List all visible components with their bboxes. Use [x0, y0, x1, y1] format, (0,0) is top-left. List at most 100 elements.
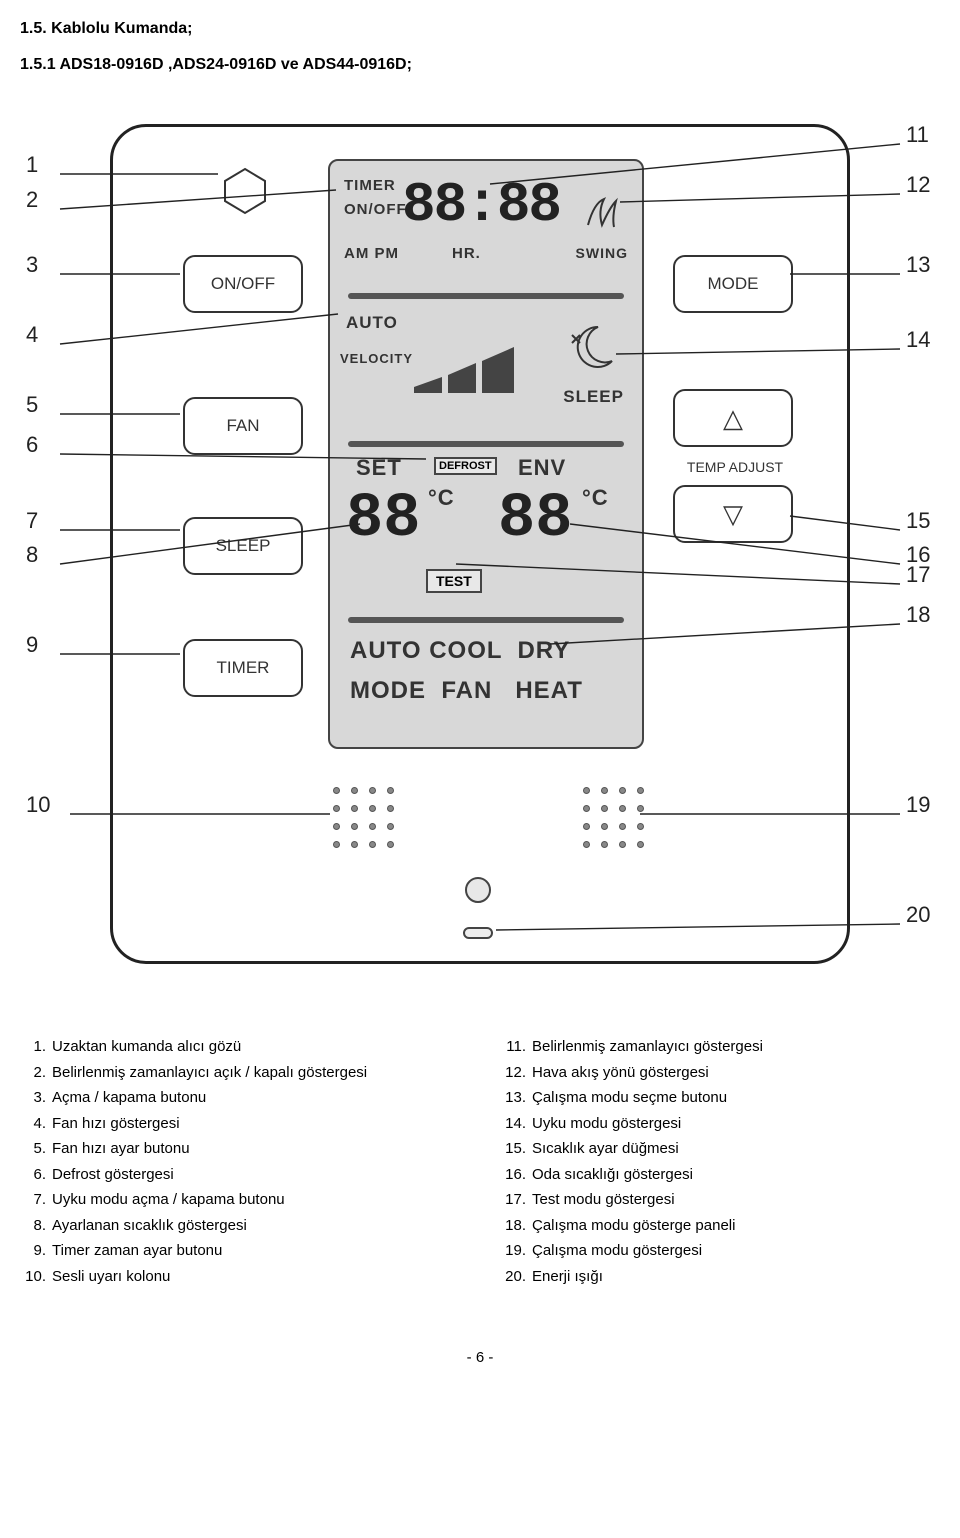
- callout-17: 17: [906, 562, 930, 588]
- callout-8: 8: [26, 542, 38, 568]
- legend-item-text: Fan hızı göstergesi: [52, 1111, 180, 1137]
- legend-item-text: Uyku modu açma / kapama butonu: [52, 1187, 285, 1213]
- callout-14: 14: [906, 327, 930, 353]
- lcd-timer-digits: 88:88: [402, 173, 560, 237]
- legend-item: 17.Test modu göstergesi: [500, 1187, 940, 1213]
- legend-item-number: 7.: [20, 1187, 46, 1213]
- legend-item-number: 13.: [500, 1085, 526, 1111]
- lcd-env-value: 88: [498, 483, 572, 554]
- legend-item: 16.Oda sıcaklığı göstergesi: [500, 1162, 940, 1188]
- legend-item-number: 15.: [500, 1136, 526, 1162]
- temp-adjust-label: TEMP ADJUST: [675, 459, 795, 475]
- section-heading-2: 1.5.1 ADS18-0916D ,ADS24-0916D ve ADS44-…: [20, 56, 940, 74]
- legend-item-number: 10.: [20, 1264, 46, 1290]
- legend-item: 14.Uyku modu göstergesi: [500, 1111, 940, 1137]
- legend-item: 9.Timer zaman ayar butonu: [20, 1238, 460, 1264]
- legend-item-number: 11.: [500, 1034, 526, 1060]
- timer-button[interactable]: TIMER: [183, 639, 303, 697]
- fan-button[interactable]: FAN: [183, 397, 303, 455]
- legend-item: 13.Çalışma modu seçme butonu: [500, 1085, 940, 1111]
- legend-item-text: Defrost göstergesi: [52, 1162, 174, 1188]
- lcd-screen: TIMER ON/OFF AM PM 88:88 HR. SWING AUTO …: [328, 159, 644, 749]
- legend-item-number: 14.: [500, 1111, 526, 1137]
- legend-item-number: 1.: [20, 1034, 46, 1060]
- legend-item: 12.Hava akış yönü göstergesi: [500, 1060, 940, 1086]
- legend-item: 3.Açma / kapama butonu: [20, 1085, 460, 1111]
- legend-item-number: 18.: [500, 1213, 526, 1239]
- mode-button[interactable]: MODE: [673, 255, 793, 313]
- legend-item: 19.Çalışma modu göstergesi: [500, 1238, 940, 1264]
- legend-item-number: 5.: [20, 1136, 46, 1162]
- legend-item-text: Timer zaman ayar butonu: [52, 1238, 222, 1264]
- callout-10: 10: [26, 792, 50, 818]
- lcd-swing-label: SWING: [576, 245, 628, 261]
- legend-item: 6.Defrost göstergesi: [20, 1162, 460, 1188]
- lcd-set-label: SET: [356, 455, 402, 481]
- lcd-velocity-label: VELOCITY: [340, 351, 413, 366]
- callout-18: 18: [906, 602, 930, 628]
- legend-item: 8.Ayarlanan sıcaklık göstergesi: [20, 1213, 460, 1239]
- section-heading-1: 1.5. Kablolu Kumanda;: [20, 20, 940, 38]
- ir-receiver-icon: [219, 165, 271, 217]
- legend-item-text: Oda sıcaklığı göstergesi: [532, 1162, 693, 1188]
- legend-item-text: Çalışma modu seçme butonu: [532, 1085, 727, 1111]
- lcd-mode-line1: AUTO COOL DRY: [350, 637, 570, 665]
- swing-icon: [582, 189, 626, 238]
- lcd-env-label: ENV: [518, 455, 566, 481]
- legend-item: 20.Enerji ışığı: [500, 1264, 940, 1290]
- legend-item-text: Sesli uyarı kolonu: [52, 1264, 170, 1290]
- speaker-grille-left: [333, 787, 397, 851]
- callout-13: 13: [906, 252, 930, 278]
- legend-item-number: 12.: [500, 1060, 526, 1086]
- callout-15: 15: [906, 508, 930, 534]
- legend-item-text: Belirlenmiş zamanlayıcı açık / kapalı gö…: [52, 1060, 367, 1086]
- lcd-ampm-label: AM PM: [344, 245, 399, 262]
- legend-item-number: 20.: [500, 1264, 526, 1290]
- callout-20: 20: [906, 902, 930, 928]
- temp-down-button[interactable]: ▽: [673, 485, 793, 543]
- lcd-env-unit: °C: [582, 485, 609, 511]
- legend-item-text: Çalışma modu göstergesi: [532, 1238, 702, 1264]
- callout-19: 19: [906, 792, 930, 818]
- legend-item-text: Hava akış yönü göstergesi: [532, 1060, 709, 1086]
- legend-item-number: 9.: [20, 1238, 46, 1264]
- legend-item-number: 8.: [20, 1213, 46, 1239]
- legend-item: 11.Belirlenmiş zamanlayıcı göstergesi: [500, 1034, 940, 1060]
- legend-item-text: Çalışma modu gösterge paneli: [532, 1213, 735, 1239]
- sleep-button[interactable]: SLEEP: [183, 517, 303, 575]
- legend-item-text: Test modu göstergesi: [532, 1187, 675, 1213]
- sensor-hole: [465, 877, 491, 903]
- remote-diagram: ON/OFF FAN SLEEP TIMER MODE △ TEMP ADJUS…: [20, 104, 940, 1004]
- legend-item-text: Ayarlanan sıcaklık göstergesi: [52, 1213, 247, 1239]
- legend-item-number: 16.: [500, 1162, 526, 1188]
- legend-item-number: 6.: [20, 1162, 46, 1188]
- legend-item-number: 4.: [20, 1111, 46, 1137]
- legend-item-text: Uzaktan kumanda alıcı gözü: [52, 1034, 241, 1060]
- lcd-defrost-label: DEFROST: [434, 457, 497, 475]
- onoff-button[interactable]: ON/OFF: [183, 255, 303, 313]
- lcd-row-timer: TIMER ON/OFF AM PM 88:88 HR. SWING: [340, 171, 632, 291]
- temp-up-button[interactable]: △: [673, 389, 793, 447]
- callout-3: 3: [26, 252, 38, 278]
- callout-1: 1: [26, 152, 38, 178]
- legend-item: 2.Belirlenmiş zamanlayıcı açık / kapalı …: [20, 1060, 460, 1086]
- legend-item: 7.Uyku modu açma / kapama butonu: [20, 1187, 460, 1213]
- speaker-grille-right: [583, 787, 647, 851]
- callout-11: 11: [906, 122, 929, 148]
- power-light: [463, 927, 493, 939]
- legend-item-number: 19.: [500, 1238, 526, 1264]
- fan-speed-icon: [414, 343, 534, 399]
- legend-item-number: 17.: [500, 1187, 526, 1213]
- legend-item-number: 3.: [20, 1085, 46, 1111]
- legend-item: 5.Fan hızı ayar butonu: [20, 1136, 460, 1162]
- legend-item-number: 2.: [20, 1060, 46, 1086]
- lcd-divider-3: [348, 617, 624, 623]
- page-number: - 6 -: [20, 1349, 940, 1366]
- lcd-test-label: TEST: [426, 569, 482, 593]
- legend-item: 1.Uzaktan kumanda alıcı gözü: [20, 1034, 460, 1060]
- legend: 1.Uzaktan kumanda alıcı gözü2.Belirlenmi…: [20, 1034, 940, 1289]
- callout-5: 5: [26, 392, 38, 418]
- lcd-divider-2: [348, 441, 624, 447]
- legend-item-text: Açma / kapama butonu: [52, 1085, 206, 1111]
- legend-item: 15.Sıcaklık ayar düğmesi: [500, 1136, 940, 1162]
